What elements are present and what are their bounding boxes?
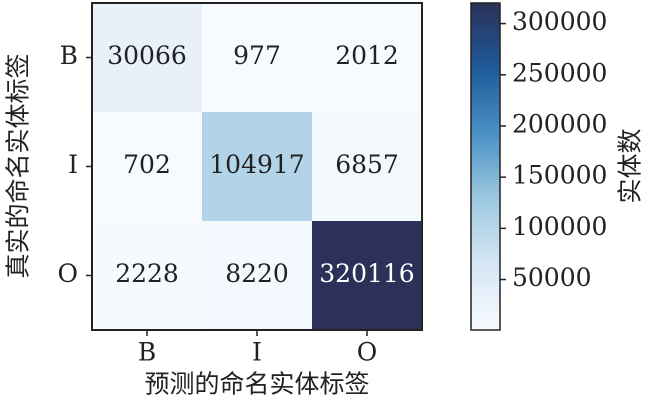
- cell-label: 2228: [115, 259, 179, 288]
- colorbar-tick-label: 300000: [512, 7, 607, 36]
- heatmap-cell: [312, 112, 422, 221]
- y-tick-label: O: [58, 259, 79, 288]
- y-tick-label: I: [68, 150, 78, 179]
- cell-label: 2012: [335, 41, 399, 70]
- cell-label: 8220: [225, 259, 289, 288]
- heatmap-cell: [312, 221, 422, 330]
- colorbar-tick-label: 100000: [512, 212, 607, 241]
- heatmap-cell: [92, 3, 202, 112]
- heatmap-cell: [202, 221, 312, 330]
- colorbar-tick-label: 200000: [512, 109, 607, 138]
- x-tick-label: O: [357, 338, 378, 367]
- y-tick-label: B: [60, 41, 78, 70]
- x-tick-label: I: [252, 338, 262, 367]
- heatmap-cell: [202, 112, 312, 221]
- x-axis-label: 预测的命名实体标签: [144, 370, 369, 399]
- heatmap-cell: [202, 3, 312, 112]
- colorbar-tick-label: 150000: [512, 161, 607, 190]
- heatmap-cell: [92, 221, 202, 330]
- heatmap-cell: [312, 3, 422, 112]
- colorbar-tick-label: 250000: [512, 58, 607, 87]
- cell-label: 6857: [335, 150, 399, 179]
- y-axis-label: 真实的命名实体标签: [4, 53, 33, 278]
- cell-label: 977: [233, 41, 281, 70]
- colorbar-label: 实体数: [616, 128, 645, 203]
- x-tick-label: B: [138, 338, 156, 367]
- colorbar: [470, 2, 501, 331]
- colorbar-tick-label: 50000: [512, 263, 592, 292]
- cell-label: 104917: [209, 150, 304, 179]
- cell-label: 30066: [107, 41, 187, 70]
- heatmap-cell: [92, 112, 202, 221]
- cell-label: 320116: [319, 259, 414, 288]
- cell-label: 702: [123, 150, 171, 179]
